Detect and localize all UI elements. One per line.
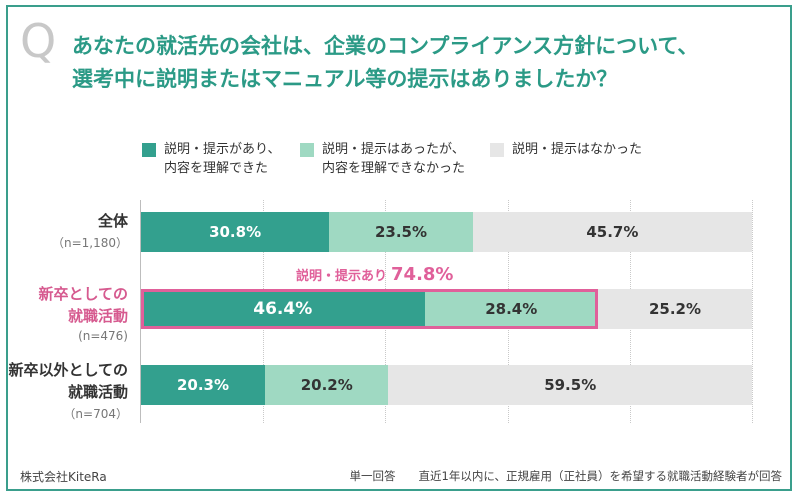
legend-label-2: 説明・提示はなかった — [512, 142, 643, 157]
bar-segment-0-1: 23.5% — [329, 212, 473, 252]
bar-segment-1-2: 25.2% — [598, 289, 752, 329]
category-label-0: 全体 （n=1,180） — [52, 210, 128, 251]
highlight-box — [141, 289, 599, 329]
gridline — [752, 200, 753, 423]
category-label-2: 新卒以外としての 就職活動 （n=704） — [8, 359, 128, 422]
annotation-value: 74.8% — [391, 264, 454, 285]
bar-segment-2-2: 59.5% — [388, 365, 752, 405]
category-label-1: 新卒としての 就職活動 (n=476) — [38, 283, 128, 343]
category-sample-size: （n=704） — [63, 407, 128, 421]
bar-segment-2-1: 20.2% — [265, 365, 389, 405]
bar-segment-0-0: 30.8% — [141, 212, 330, 252]
legend-swatch-1 — [300, 143, 314, 157]
y-axis-line — [140, 200, 141, 423]
legend-item-2: 説明・提示はなかった — [490, 140, 642, 159]
category-sample-size: (n=476) — [78, 329, 128, 343]
category-name: 新卒以外としての 就職活動 — [8, 361, 128, 401]
legend-item-1: 説明・提示はあったが、 内容を理解できなかった — [300, 140, 465, 178]
annotation-label: 説明・提示あり — [296, 269, 388, 284]
bar-segment-2-0: 20.3% — [141, 365, 266, 405]
legend-swatch-2 — [490, 143, 504, 157]
question-mark-icon: Q — [20, 14, 57, 68]
question-title-line2: 選考中に説明またはマニュアル等の提示はありましたか？ — [72, 67, 618, 91]
legend-item-0: 説明・提示があり、 内容を理解できた — [142, 140, 280, 178]
category-sample-size: （n=1,180） — [51, 236, 128, 250]
category-name: 全体 — [97, 212, 128, 230]
bar-segment-0-2: 45.7% — [472, 212, 752, 252]
question-title: あなたの就活先の会社は、企業のコンプライアンス方針について、 選考中に説明または… — [72, 30, 782, 96]
legend-label-0: 説明・提示があり、 内容を理解できた — [164, 142, 281, 176]
bar-segment-1-1: 28.4% — [424, 289, 599, 329]
combined-annotation: 説明・提示あり 74.8% — [296, 264, 453, 285]
survey-note: 単一回答 直近1年以内に、正規雇用（正社員）を希望する就職活動経験者が回答 — [349, 469, 782, 483]
company-name: 株式会社KiteRa — [20, 470, 107, 484]
bar-segment-1-0: 46.4% — [141, 289, 425, 329]
category-name: 新卒としての 就職活動 — [38, 285, 128, 325]
question-title-line1: あなたの就活先の会社は、企業のコンプライアンス方針について、 — [72, 34, 699, 58]
legend-label-1: 説明・提示はあったが、 内容を理解できなかった — [322, 142, 466, 176]
chart-frame — [6, 5, 792, 491]
legend-swatch-0 — [142, 143, 156, 157]
